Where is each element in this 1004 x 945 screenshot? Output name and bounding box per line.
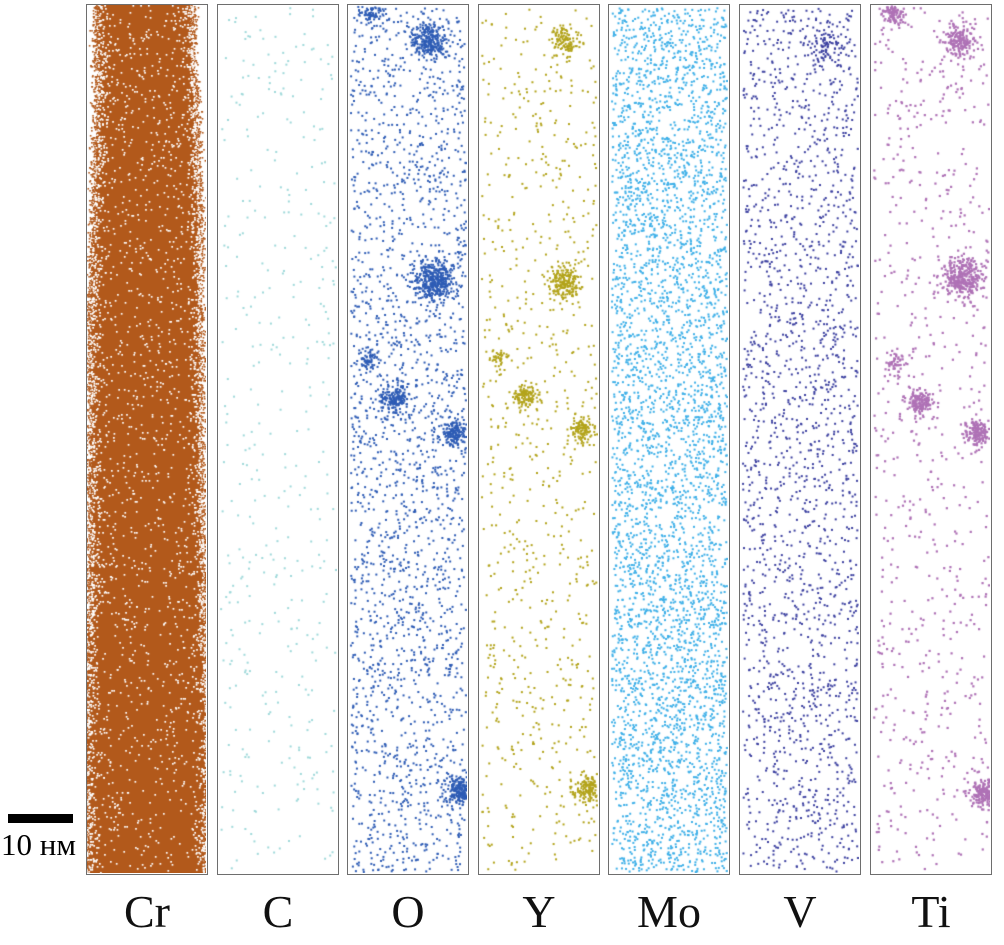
element-label-c: C (262, 886, 294, 937)
c-map-canvas (218, 5, 337, 873)
v-map-panel (739, 4, 861, 875)
scale-bar (8, 814, 73, 823)
element-label-o: O (391, 886, 425, 937)
mo-map-panel (608, 4, 730, 875)
element-label-mo: Mo (637, 886, 701, 937)
ti-map-panel (870, 4, 992, 875)
o-map-canvas (348, 5, 467, 873)
ti-map-canvas (871, 5, 990, 873)
o-map-panel (347, 4, 469, 875)
cr-map-panel (86, 4, 208, 875)
element-label-cr: Cr (124, 886, 170, 937)
y-map-canvas (479, 5, 598, 873)
y-map-panel (478, 4, 600, 875)
v-map-canvas (740, 5, 859, 873)
element-label-ti: Ti (911, 886, 951, 937)
c-map-panel (217, 4, 339, 875)
cr-map-canvas (87, 5, 206, 873)
scale-bar-label: 10 нм (1, 827, 76, 862)
element-label-y: Y (522, 886, 556, 937)
mo-map-canvas (609, 5, 728, 873)
element-label-v: V (783, 886, 817, 937)
